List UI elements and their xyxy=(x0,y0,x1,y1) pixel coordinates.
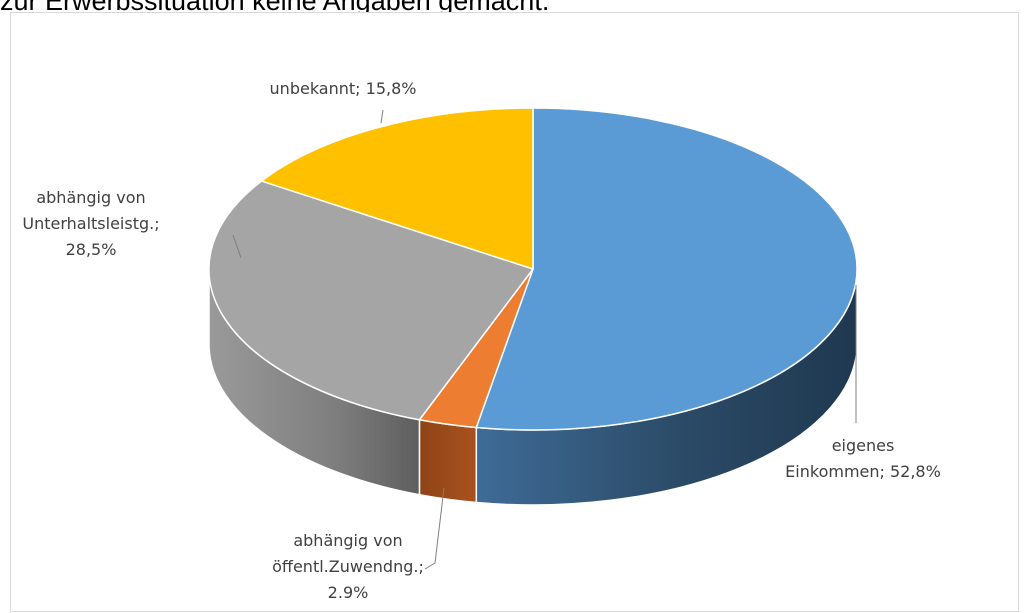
pie-slice-eigenes-einkommen xyxy=(475,107,858,431)
data-label-eigenes-einkommen: eigenes Einkommen; 52,8% xyxy=(785,436,941,481)
chart-area: unbekannt; 15,8% abhängig von Unterhaltsle… xyxy=(10,12,1019,612)
pie-side-abh-ngig-von-ffentl-zuwendng xyxy=(418,418,478,504)
leader-line-oeffentl xyxy=(424,487,445,570)
pie-chart: unbekannt; 15,8% abhängig von Unterhaltsle… xyxy=(22,79,941,602)
data-label-unbekannt: unbekannt; 15,8% xyxy=(270,79,417,98)
data-label-oeffentl-zuwendng: abhängig von öffentl.Zuwendng.; 2.9% xyxy=(272,531,424,602)
data-label-unterhaltsleistg: abhängig von Unterhaltsleistg.; 28,5% xyxy=(22,188,159,259)
pie-slice-unbekannt xyxy=(260,107,534,270)
leader-line-unterhalt xyxy=(232,234,242,259)
pie-slice-abh-ngig-von-unterhaltsleistg xyxy=(208,180,534,421)
leader-line-unbekannt xyxy=(380,109,384,124)
